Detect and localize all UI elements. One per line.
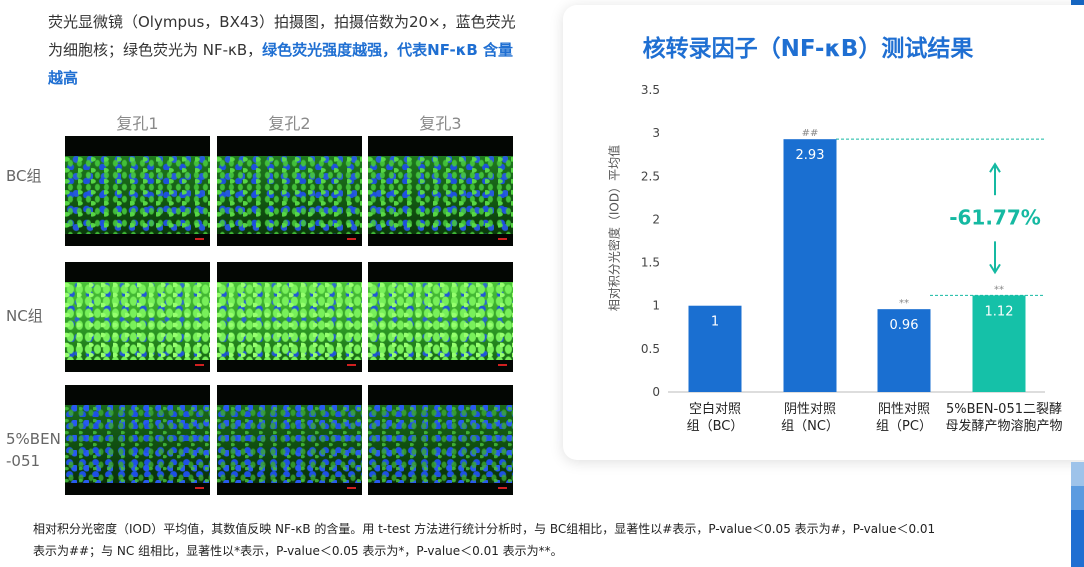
- description-text: 荧光显微镜（Olympus，BX43）拍摄图，拍摄倍数为20×，蓝色荧光为细胞核…: [48, 13, 516, 59]
- micrograph-ben051-2: [217, 385, 362, 495]
- footnote-line-2: 表示为##；与 NC 组相比，显著性以*表示，P-value＜0.05 表示为*…: [33, 544, 563, 558]
- micrograph-bc-1: [65, 136, 210, 246]
- significance-mark: **: [899, 298, 909, 309]
- y-tick-label: 1: [652, 299, 660, 313]
- row-label-bc: BC组: [6, 167, 42, 185]
- column-header-replicate-2: 复孔2: [268, 114, 311, 133]
- y-tick-label: 0.5: [641, 342, 660, 356]
- edge-decoration-dark: [1071, 510, 1084, 567]
- bar: [972, 295, 1026, 392]
- y-tick-label: 2: [652, 212, 660, 226]
- row-label-nc: NC组: [6, 307, 43, 325]
- micrograph-nc-2: [217, 262, 362, 372]
- chart-title: 核转录因子（NF-κB）测试结果: [642, 36, 974, 62]
- micrograph-bc-2: [217, 136, 362, 246]
- bar: [688, 305, 742, 392]
- y-tick-label: 1.5: [641, 256, 660, 270]
- column-header-replicate-3: 复孔3: [419, 114, 462, 133]
- annotation-arrow-down-head: [989, 263, 1001, 275]
- annotation-arrow-up-head: [989, 162, 1001, 173]
- footnote-line-1: 相对积分光密度（IOD）平均值，其数值反映 NF-κB 的含量。用 t-test…: [33, 522, 936, 536]
- footnote: 相对积分光密度（IOD）平均值，其数值反映 NF-κB 的含量。用 t-test…: [33, 518, 1018, 562]
- figure-description: 荧光显微镜（Olympus，BX43）拍摄图，拍摄倍数为20×，蓝色荧光为细胞核…: [48, 8, 526, 92]
- micrograph-nc-3: [368, 262, 513, 372]
- row-label-ben051: 5%BEN-051: [6, 430, 61, 470]
- bar: [783, 139, 837, 392]
- micrograph-nc-1: [65, 262, 210, 372]
- x-category-ben051: 5%BEN-051二裂酵 母发酵产物溶胞产物: [945, 402, 1063, 434]
- y-tick-label: 2.5: [641, 169, 660, 183]
- y-tick-label: 0: [652, 385, 660, 399]
- y-tick-label: 3: [652, 126, 660, 140]
- significance-mark: **: [994, 284, 1004, 295]
- edge-decoration-mid: [1071, 486, 1084, 510]
- micrograph-bc-3: [368, 136, 513, 246]
- annotation-percent: -61.77%: [949, 205, 1041, 229]
- significance-mark: ##: [802, 128, 819, 139]
- edge-decoration-light: [1071, 462, 1084, 486]
- x-category-nc: 阴性对照 组（NC）: [781, 402, 839, 434]
- bar-value-label: 1.12: [985, 304, 1014, 319]
- x-category-pc: 阳性对照 组（PC）: [876, 402, 932, 434]
- description-highlight: 绿色荧光强度越强，代表NF-κB 含量越高: [48, 41, 514, 87]
- column-header-replicate-1: 复孔1: [116, 114, 159, 133]
- bar: [877, 309, 931, 392]
- micrograph-ben051-1: [65, 385, 210, 495]
- bar-value-label: 0.96: [890, 318, 919, 333]
- edge-decoration-top: [1071, 0, 1084, 5]
- x-category-bc: 空白对照 组（BC）: [686, 402, 744, 434]
- bar-value-label: 2.93: [796, 148, 825, 163]
- y-tick-label: 3.5: [641, 83, 660, 97]
- bar-value-label: 1: [711, 315, 719, 330]
- micrograph-ben051-3: [368, 385, 513, 495]
